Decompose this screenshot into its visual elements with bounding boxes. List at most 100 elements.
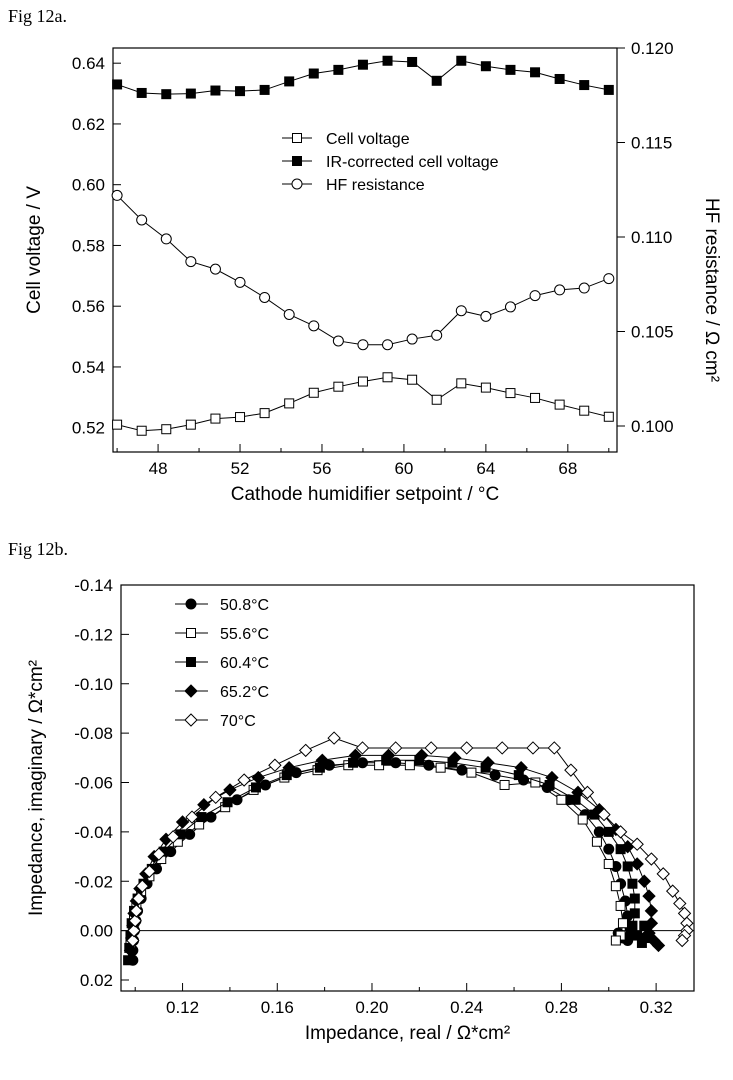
data-point — [554, 73, 565, 84]
data-point — [644, 852, 659, 866]
data-point — [526, 741, 540, 755]
data-point — [185, 810, 199, 824]
data-point — [627, 920, 638, 931]
data-point — [175, 815, 190, 829]
legend-marker — [186, 628, 196, 638]
data-point — [459, 741, 474, 755]
data-point — [152, 847, 166, 861]
data-point — [629, 908, 640, 919]
data-point — [480, 382, 491, 393]
chart-a-humidifier: 48 52 56 60 64 68 0.52 0.54 0.56 0.58 0.60 0.62 0.64… — [24, 39, 722, 505]
data-point — [123, 955, 134, 966]
data-point — [259, 84, 270, 95]
data-point — [529, 290, 541, 302]
y-left-tick-label: 0.64 — [72, 54, 105, 73]
data-point — [489, 769, 501, 781]
series-70-c — [126, 731, 694, 948]
data-point — [390, 757, 402, 769]
legend-label: Cell voltage — [326, 131, 410, 148]
data-point — [136, 87, 147, 98]
series-line — [129, 754, 659, 951]
data-point — [184, 828, 196, 840]
series-ir-corrected-cell-voltage — [112, 55, 614, 100]
data-point — [431, 394, 442, 405]
data-point — [466, 767, 477, 778]
data-point — [128, 914, 142, 928]
data-point — [424, 741, 438, 755]
legend-marker — [291, 178, 303, 190]
data-point — [627, 878, 638, 889]
data-point — [456, 55, 467, 66]
y-tick-label: 0.02 — [80, 971, 113, 990]
data-point — [284, 76, 295, 87]
data-point — [610, 935, 621, 946]
data-point — [593, 826, 605, 838]
data-point — [136, 425, 147, 436]
data-point — [603, 273, 615, 285]
data-point — [357, 59, 368, 70]
data-point — [210, 413, 221, 424]
y-left-axis-label: Cell voltage / V — [24, 186, 45, 314]
data-point — [197, 798, 211, 812]
data-point — [234, 276, 246, 288]
data-point — [382, 55, 393, 66]
y-left-tick-label: 0.54 — [72, 358, 105, 377]
legend-marker — [185, 598, 197, 610]
data-point — [629, 893, 640, 904]
figure-b-label: Fig 12b. — [8, 539, 69, 559]
data-point — [407, 56, 418, 67]
chart-a-legend: Cell voltage IR-corrected cell voltage HF … — [282, 131, 499, 194]
data-point — [185, 419, 196, 430]
legend-label: IR-corrected cell voltage — [326, 154, 499, 171]
data-point — [136, 214, 148, 226]
x-tick-label: 48 — [149, 459, 168, 478]
x-tick-label: 56 — [313, 459, 332, 478]
x-tick-label: 0.12 — [166, 998, 199, 1017]
data-point — [132, 891, 146, 906]
y-right-tick-label: 0.115 — [631, 134, 672, 153]
data-point — [591, 836, 602, 847]
data-point — [308, 68, 319, 79]
data-point — [456, 378, 467, 389]
y-right-axis-label: HF resistance / Ω cm² — [701, 198, 722, 382]
data-point — [514, 760, 528, 775]
data-point — [448, 751, 462, 765]
data-point — [554, 284, 566, 296]
data-point — [333, 64, 344, 75]
data-point — [455, 305, 467, 317]
legend-marker — [292, 156, 302, 166]
data-point — [642, 889, 656, 903]
data-point — [435, 762, 446, 773]
data-point — [495, 741, 509, 755]
data-point — [579, 405, 590, 416]
data-point — [571, 785, 585, 800]
data-point — [530, 777, 541, 788]
x-tick-label: 0.28 — [545, 998, 578, 1017]
series-hf-resistance — [111, 189, 615, 351]
data-point — [579, 80, 590, 91]
y-right-tick-label: 0.110 — [631, 228, 672, 247]
data-point — [284, 398, 295, 409]
y-left-tick-label: 0.52 — [72, 419, 105, 438]
data-point — [577, 814, 588, 825]
y-axis-label: Impedance, imaginary / Ω*cm² — [26, 660, 47, 916]
data-point — [142, 864, 157, 879]
data-point — [237, 773, 251, 787]
data-point — [431, 75, 442, 86]
series-cell-voltage — [112, 372, 614, 436]
series-65-2-c — [123, 748, 666, 958]
data-point — [404, 760, 415, 771]
data-point — [675, 933, 689, 948]
x-tick-label: 0.20 — [355, 998, 388, 1017]
data-point — [112, 79, 123, 90]
legend-label: 50.8°C — [220, 597, 269, 614]
data-point — [259, 291, 271, 303]
legend-marker — [292, 133, 302, 143]
data-point — [414, 748, 429, 763]
data-point — [603, 843, 615, 855]
data-point — [673, 896, 687, 911]
legend-marker — [184, 684, 198, 698]
y-right-tick-label: 0.105 — [631, 323, 674, 342]
data-point — [505, 388, 516, 399]
data-point — [554, 399, 565, 410]
